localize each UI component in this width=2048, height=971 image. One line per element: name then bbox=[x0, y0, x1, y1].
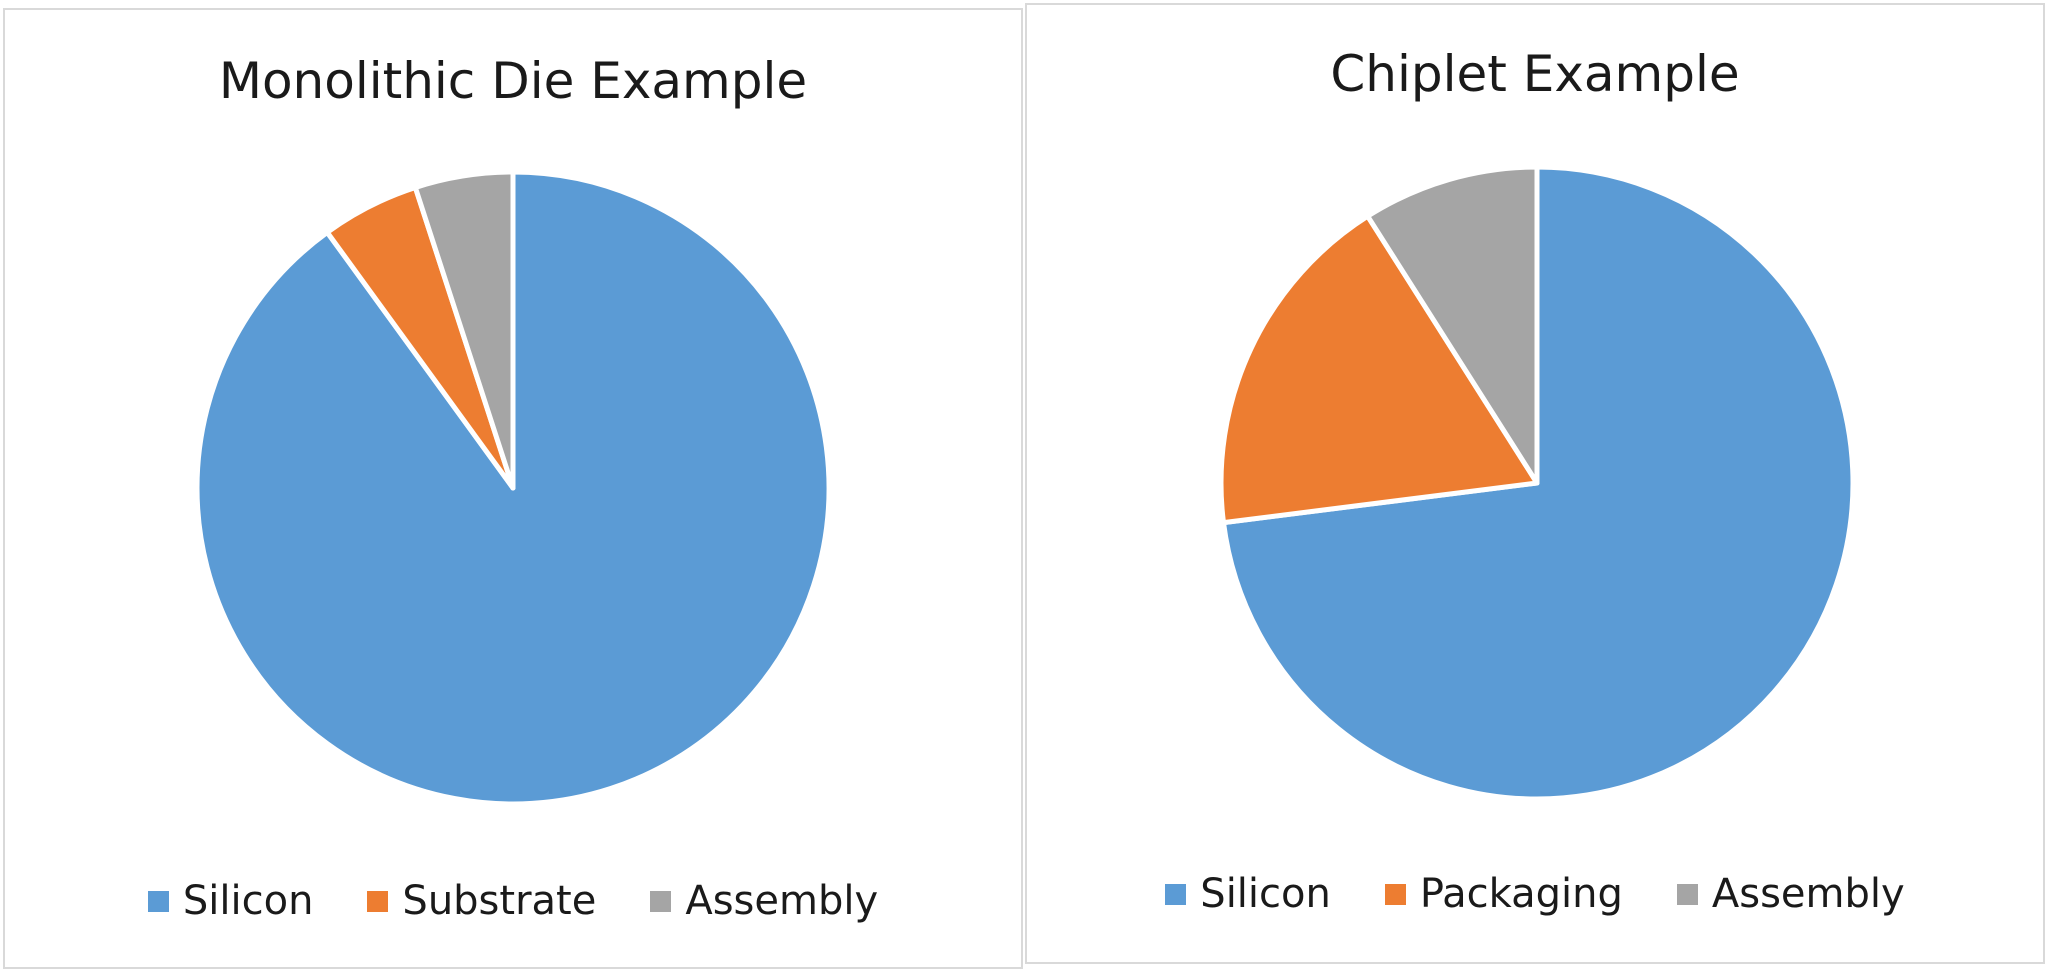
chart-title: Monolithic Die Example bbox=[218, 52, 808, 110]
legend-label: Silicon bbox=[182, 878, 314, 924]
legend: Silicon Packaging Assembly bbox=[1027, 871, 2043, 917]
chiplet-pie bbox=[1218, 164, 1856, 802]
pie-slice-assembly bbox=[412, 169, 516, 491]
legend-swatch bbox=[1384, 883, 1406, 905]
legend-item-silicon: Silicon bbox=[147, 878, 314, 924]
legend-swatch bbox=[650, 890, 672, 912]
legend-label: Assembly bbox=[1711, 871, 1905, 917]
pie-slice-packaging bbox=[1218, 213, 1540, 526]
monolithic-pie bbox=[194, 169, 832, 807]
legend-item-silicon: Silicon bbox=[1165, 871, 1331, 917]
legend: Silicon Substrate Assembly bbox=[5, 878, 1021, 924]
monolithic-chart-panel: Monolithic Die Example Silicon Substrate… bbox=[3, 8, 1023, 969]
legend-label: Packaging bbox=[1419, 871, 1623, 917]
legend-label: Silicon bbox=[1200, 871, 1331, 917]
legend-item-substrate: Substrate bbox=[367, 878, 596, 924]
legend-item-assembly: Assembly bbox=[1676, 871, 1905, 917]
legend-item-assembly: Assembly bbox=[650, 878, 878, 924]
pie-slice-assembly bbox=[1365, 164, 1540, 486]
chart-title: Chiplet Example bbox=[1330, 45, 1740, 103]
legend-swatch bbox=[147, 890, 169, 912]
legend-swatch bbox=[1165, 883, 1187, 905]
legend-swatch bbox=[367, 890, 389, 912]
chiplet-chart-panel: Chiplet Example Silicon Packaging Assemb… bbox=[1025, 3, 2045, 964]
legend-item-packaging: Packaging bbox=[1384, 871, 1623, 917]
legend-swatch bbox=[1676, 883, 1698, 905]
legend-label: Substrate bbox=[402, 878, 597, 924]
legend-label: Assembly bbox=[685, 878, 879, 924]
